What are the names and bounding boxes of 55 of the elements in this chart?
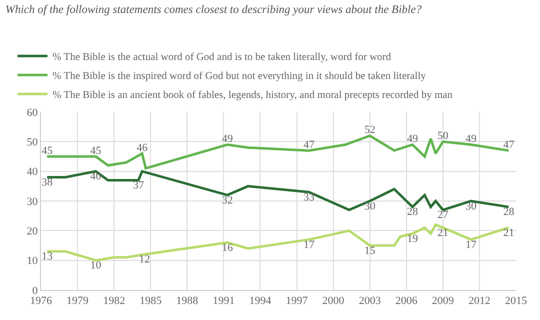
x-tick-label: 1979 [66,295,90,308]
data-label: 10 [90,260,102,272]
legend-label: % The Bible is the actual word of God and is to be taken literally, word for word [52,52,392,64]
x-tick-label: 1994 [249,295,272,308]
data-label: 32 [222,194,233,206]
data-label: 21 [503,226,514,239]
data-label: 27 [437,209,449,222]
data-label: 28 [503,206,515,218]
y-tick-label: 10 [26,255,38,268]
data-label: 19 [406,232,418,245]
data-label: 49 [406,132,418,145]
data-label: 49 [222,132,234,145]
x-tick-label: 2015 [505,295,528,308]
x-tick-label: 1997 [286,295,308,308]
x-tick-label: 1985 [140,295,162,308]
data-label: 17 [465,238,477,251]
data-label: 13 [42,250,54,263]
y-tick-label: 40 [26,166,38,178]
data-label: 21 [437,226,448,239]
data-label: 45 [42,144,54,157]
legend-label: % The Bible is an ancient book of fables, legends, history, and moral precepts recorded by man [52,90,454,102]
legend-label: % The Bible is the inspired word of God but not everything in it should be taken literally [52,71,427,82]
x-tick-label: 1988 [176,295,199,308]
data-label: 30 [465,200,477,212]
chart-title: Which of the following statements comes closest to describing your views about the Bible? [5,4,422,16]
data-label: 38 [42,176,54,189]
x-tick-label: 1982 [103,295,126,308]
data-label: 28 [406,206,418,218]
x-tick-label: 2006 [395,295,418,308]
data-label: 47 [503,138,515,151]
data-label: 15 [364,244,376,257]
data-label: 40 [90,170,102,183]
data-label: 16 [222,242,234,254]
x-tick-label: 2000 [322,295,345,308]
y-tick-label: 30 [26,196,38,208]
data-label: 45 [90,144,102,157]
x-tick-label: 2009 [432,295,454,308]
data-label: 30 [364,200,376,212]
data-label: 12 [139,254,150,266]
data-label: 33 [303,191,315,204]
x-tick-label: 1976 [30,295,52,308]
data-label: 47 [303,138,315,151]
y-tick-label: 60 [26,106,38,119]
y-tick-label: 0 [32,284,38,297]
x-tick-label: 1991 [212,295,235,308]
x-tick-label: 2012 [468,295,490,308]
data-label: 37 [132,179,144,192]
y-tick-label: 50 [26,136,38,149]
data-label: 46 [136,142,148,154]
data-label: 50 [437,130,449,142]
data-label: 17 [303,238,315,251]
data-label: 52 [364,124,376,136]
y-tick-label: 20 [26,226,38,238]
data-label: 49 [465,132,477,145]
x-tick-label: 2003 [358,295,382,308]
